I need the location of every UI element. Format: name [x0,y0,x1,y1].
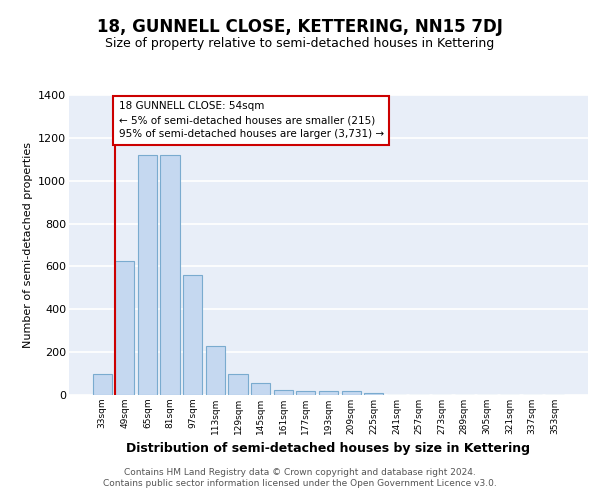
Bar [92,374,112,395]
Bar [138,155,157,395]
Bar [229,374,248,395]
Bar [364,393,383,395]
Bar [274,390,293,395]
Bar [341,390,361,395]
Text: 18 GUNNELL CLOSE: 54sqm
← 5% of semi-detached houses are smaller (215)
95% of se: 18 GUNNELL CLOSE: 54sqm ← 5% of semi-det… [119,102,384,140]
Text: Size of property relative to semi-detached houses in Kettering: Size of property relative to semi-detach… [106,38,494,51]
Text: 18, GUNNELL CLOSE, KETTERING, NN15 7DJ: 18, GUNNELL CLOSE, KETTERING, NN15 7DJ [97,18,503,36]
Y-axis label: Number of semi-detached properties: Number of semi-detached properties [23,142,32,348]
Bar [319,390,338,395]
Bar [296,390,316,395]
Bar [206,346,225,395]
Bar [160,155,180,395]
Bar [183,275,202,395]
X-axis label: Distribution of semi-detached houses by size in Kettering: Distribution of semi-detached houses by … [127,442,530,456]
Text: Contains HM Land Registry data © Crown copyright and database right 2024.
Contai: Contains HM Land Registry data © Crown c… [103,468,497,487]
Bar [115,261,134,395]
Bar [251,383,270,395]
